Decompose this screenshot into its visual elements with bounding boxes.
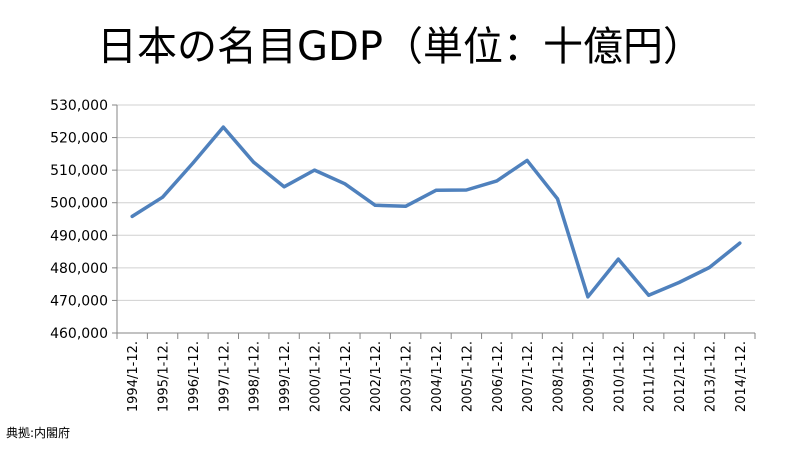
data-point	[282, 185, 286, 189]
data-point	[252, 160, 256, 164]
y-tick-label: 470,000	[50, 293, 108, 309]
data-point	[647, 293, 651, 297]
x-tick-label: 2004/1-12.	[430, 341, 445, 412]
x-tick-label: 2011/1-12.	[643, 341, 658, 412]
series-layer	[130, 125, 742, 299]
data-point	[404, 204, 408, 208]
data-point	[221, 125, 225, 129]
data-point	[525, 158, 529, 162]
data-point	[312, 168, 316, 172]
data-point	[707, 266, 711, 270]
y-tick-label: 520,000	[50, 131, 108, 147]
data-point	[464, 188, 468, 192]
x-tick-label: 1995/1-12.	[157, 341, 172, 412]
y-tick-label: 460,000	[50, 326, 108, 342]
y-axis-tick-labels: 460,000 470,000 480,000 490,000 500,000 510,0…	[50, 98, 108, 342]
x-tick-label: 2012/1-12.	[673, 341, 688, 412]
x-tick-label: 2000/1-12.	[308, 341, 323, 412]
x-tick-label: 2001/1-12.	[339, 341, 354, 412]
x-tick-label: 1994/1-12.	[126, 341, 141, 412]
data-point	[130, 214, 134, 218]
series-line	[130, 125, 742, 299]
source-note: 典拠:内閣府	[6, 426, 71, 440]
data-point	[616, 257, 620, 261]
data-point	[556, 197, 560, 201]
x-tick-label: 2006/1-12.	[491, 341, 506, 412]
data-point	[434, 188, 438, 192]
x-axis-tick-labels: 1994/1-12. 1995/1-12. 1996/1-12. 1997/1-12.…	[126, 341, 749, 412]
x-tick-label: 1997/1-12.	[217, 341, 232, 412]
data-point	[161, 195, 165, 199]
y-tick-label: 480,000	[50, 261, 108, 277]
x-tick-label: 1999/1-12.	[278, 341, 293, 412]
x-tick-label: 2005/1-12.	[460, 341, 475, 412]
x-tick-label: 2010/1-12.	[612, 341, 627, 412]
x-tick-label: 2002/1-12.	[369, 341, 384, 412]
y-tick-label: 530,000	[50, 98, 108, 114]
x-tick-label: 2003/1-12.	[400, 341, 415, 412]
x-tick-label: 2009/1-12.	[582, 341, 597, 412]
axes	[112, 104, 756, 339]
y-tick-label: 500,000	[50, 196, 108, 212]
data-point	[738, 241, 742, 245]
x-tick-label: 1996/1-12.	[187, 341, 202, 412]
x-tick-label: 2007/1-12.	[521, 341, 536, 412]
gridlines	[117, 104, 755, 301]
y-tick-label: 510,000	[50, 163, 108, 179]
chart-title: 日本の名目GDP（単位：十億円）	[97, 24, 703, 70]
data-point	[343, 182, 347, 186]
data-point	[586, 295, 590, 299]
data-point	[677, 281, 681, 285]
x-tick-label: 1998/1-12.	[248, 341, 263, 412]
data-point	[495, 179, 499, 183]
x-tick-label: 2008/1-12.	[552, 341, 567, 412]
y-tick-label: 490,000	[50, 228, 108, 244]
data-point	[191, 161, 195, 165]
x-tick-label: 2013/1-12.	[703, 341, 718, 412]
data-point	[373, 203, 377, 207]
x-tick-label: 2014/1-12.	[734, 341, 749, 412]
